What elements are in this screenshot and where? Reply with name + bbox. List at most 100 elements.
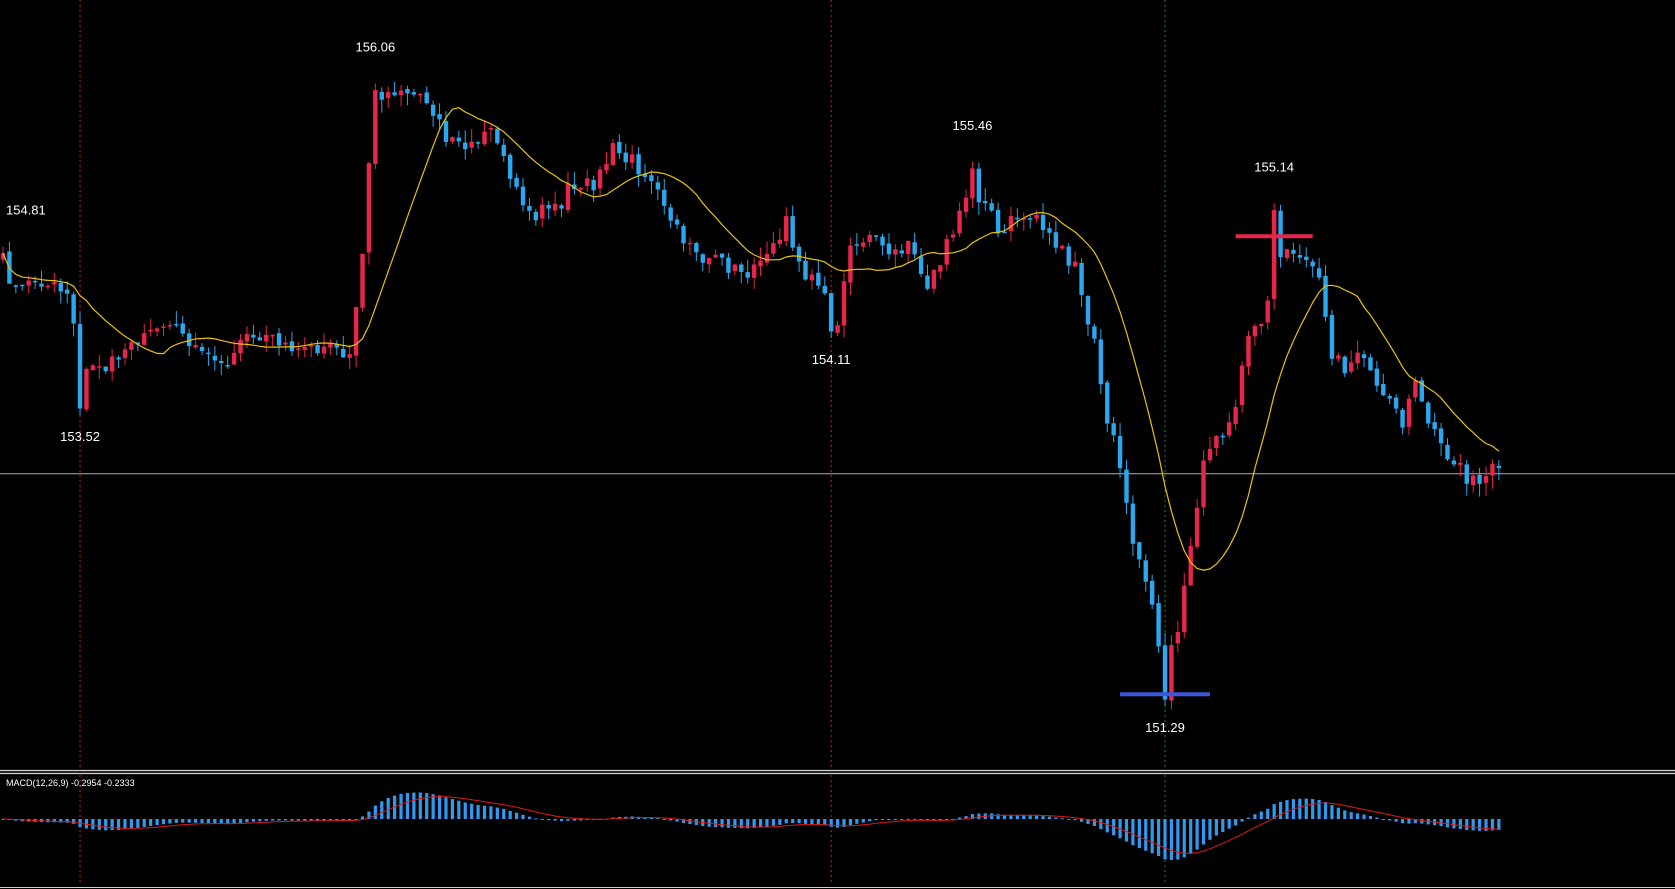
candle [707, 257, 712, 273]
candle [1438, 422, 1444, 457]
candle-body [1368, 357, 1373, 371]
macd-bar [784, 819, 788, 824]
macd-bar [964, 816, 968, 819]
macd-bar [1234, 819, 1238, 826]
candle-body [193, 344, 198, 348]
macd-bar [200, 819, 204, 823]
candle-body [578, 187, 583, 190]
macd-bar [1407, 819, 1411, 824]
macd-bar [181, 819, 185, 823]
candle [739, 262, 744, 284]
candle-body [1021, 218, 1026, 220]
candle [1284, 248, 1290, 262]
candle [360, 253, 365, 312]
candle-body [475, 142, 481, 144]
candle-body [328, 342, 333, 348]
candle [970, 161, 975, 208]
candle [1182, 572, 1187, 639]
candle-body [26, 280, 31, 286]
candle-body [1085, 296, 1091, 325]
candle-body [1329, 314, 1335, 359]
macd-bar [1208, 819, 1212, 840]
candle-body [373, 90, 378, 165]
candle [906, 240, 911, 263]
macd-bar [508, 810, 512, 819]
candle-body [809, 274, 815, 281]
candle [1368, 353, 1373, 371]
candle-body [302, 347, 307, 351]
candle [1207, 436, 1213, 463]
candle [597, 166, 603, 197]
candle [1130, 495, 1136, 557]
candle [1169, 635, 1174, 710]
macd-bar [489, 806, 493, 819]
candle [167, 320, 173, 330]
candle-body [1220, 435, 1225, 438]
macd-signal-line [2, 796, 1499, 854]
candle-body [103, 366, 108, 372]
candle [482, 121, 487, 146]
candle-body [1323, 275, 1328, 317]
candle-body [828, 293, 834, 332]
candle-body [1015, 217, 1020, 220]
macd-bar [938, 819, 942, 821]
candle-body [617, 141, 622, 154]
macd-bar [1272, 803, 1276, 819]
macd-bar [91, 819, 95, 830]
candle [1239, 361, 1245, 413]
candle-body [700, 254, 705, 263]
macd-bar [1304, 798, 1308, 819]
candle-body [1175, 631, 1181, 644]
candle [771, 231, 776, 258]
macd-bar [771, 819, 775, 826]
macd-bar [1445, 819, 1450, 828]
candle [219, 355, 224, 376]
candle [302, 337, 307, 358]
candle [463, 130, 468, 160]
macd-bar [84, 819, 89, 829]
candle [687, 237, 693, 256]
candle [681, 223, 686, 252]
candle-body [565, 183, 571, 210]
macd-bar [829, 819, 833, 827]
candle-body [392, 92, 397, 96]
candle [129, 340, 134, 360]
candle [925, 264, 930, 291]
candle-body [514, 177, 519, 187]
macd-bar [675, 819, 679, 822]
macd-bar [1124, 819, 1129, 842]
candle [1246, 330, 1251, 375]
candle [1400, 407, 1405, 435]
macd-bar [951, 818, 955, 820]
candle [225, 355, 230, 369]
candle-body [1458, 462, 1463, 465]
candle-body [1284, 249, 1290, 259]
macd-bar [579, 819, 583, 821]
candle-body [1040, 214, 1046, 231]
candle [719, 253, 725, 266]
candle-body [629, 154, 635, 163]
candle [418, 92, 423, 103]
candle-body [341, 348, 346, 358]
candle-body [642, 173, 648, 178]
candle-body [970, 168, 975, 199]
candle-body [681, 225, 686, 244]
macd-bar [405, 792, 410, 819]
candle [270, 334, 275, 347]
candle [540, 197, 545, 227]
candle [1349, 350, 1354, 375]
candle [726, 252, 731, 279]
price-label: 156.06 [355, 40, 395, 55]
candle-body [1182, 585, 1187, 633]
candle [1137, 541, 1142, 569]
macd-bar [251, 819, 255, 822]
candle-body [803, 260, 808, 280]
macd-bar [206, 819, 211, 824]
candle [1458, 453, 1463, 477]
macd-bar [1253, 814, 1257, 819]
macd-bar [758, 819, 763, 828]
macd-bar [373, 805, 377, 819]
macd-bar [900, 819, 904, 820]
candle-body [1053, 232, 1059, 248]
macd-bar [1400, 819, 1405, 824]
